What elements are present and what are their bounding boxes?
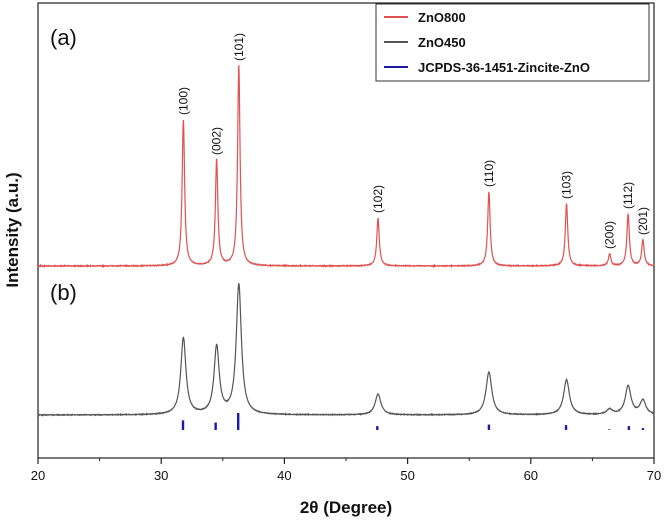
legend-label-zno450: ZnO450 bbox=[418, 35, 466, 50]
y-axis-label: Intensity (a.u.) bbox=[3, 172, 22, 287]
x-tick-label-5: 70 bbox=[647, 468, 661, 483]
reference-sticks-layer bbox=[181, 413, 645, 430]
x-tick-label-2: 40 bbox=[277, 468, 291, 483]
panel-label-b: (b) bbox=[50, 280, 77, 305]
x-tick-label-0: 20 bbox=[31, 468, 45, 483]
x-axis-ticks: 20 30 40 50 60 70 bbox=[31, 458, 661, 483]
legend-label-zno800: ZnO800 bbox=[418, 10, 466, 25]
legend: ZnO800 ZnO450 JCPDS-36-1451-Zincite-ZnO bbox=[375, 3, 650, 82]
peak-label-3: (102) bbox=[371, 185, 385, 213]
peak-label-0: (100) bbox=[176, 87, 190, 115]
x-tick-label-3: 50 bbox=[400, 468, 414, 483]
peak-label-8: (201) bbox=[636, 207, 650, 235]
x-axis-label: 2θ (Degree) bbox=[300, 498, 392, 517]
x-tick-label-1: 30 bbox=[154, 468, 168, 483]
legend-box bbox=[375, 3, 650, 82]
series-line-zno800 bbox=[37, 65, 655, 269]
peak-label-5: (103) bbox=[560, 171, 574, 199]
x-tick-label-4: 60 bbox=[524, 468, 538, 483]
peak-label-1: (002) bbox=[210, 127, 224, 155]
peak-labels-layer: (100) (002) (101) (102) (110) (103) (200) (112)… bbox=[176, 33, 650, 249]
peak-label-2: (101) bbox=[232, 33, 246, 61]
peak-label-6: (200) bbox=[603, 221, 617, 249]
peak-label-7: (112) bbox=[621, 182, 635, 209]
series-line-zno450 bbox=[37, 283, 655, 417]
panel-label-a: (a) bbox=[50, 25, 77, 50]
legend-label-jcpds: JCPDS-36-1451-Zincite-ZnO bbox=[418, 60, 590, 75]
traces-layer bbox=[37, 65, 655, 417]
peak-label-4: (110) bbox=[482, 160, 496, 187]
